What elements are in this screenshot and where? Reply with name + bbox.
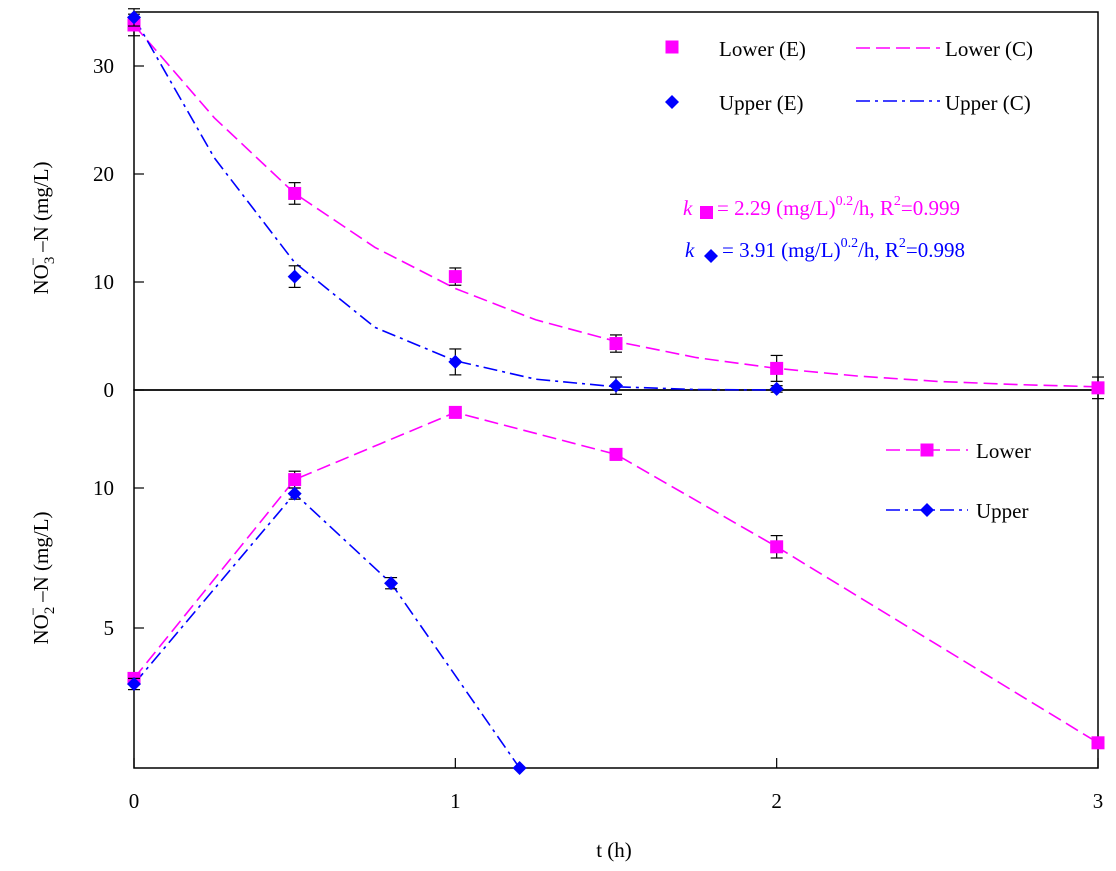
data-point-lower <box>288 473 302 487</box>
k-lower-annotation: k = 2.29 (mg/L)0.2/h, R2=0.999 <box>683 194 960 220</box>
x-axis-title: t (h) <box>596 838 632 862</box>
legend-label: Upper (E) <box>719 91 804 115</box>
legend-label: Lower <box>976 439 1031 463</box>
legends: Lower (E) Upper (E) Lower (C) Upper (C) Lowe… <box>665 37 1033 523</box>
series-line-upper-c <box>133 17 777 391</box>
data-point-lower <box>1091 736 1105 750</box>
bottom-y-tick-label: 5 <box>104 616 115 640</box>
data-point-upper-e <box>609 378 623 393</box>
top-y-axis-title: NO3− –N (mg/L) <box>26 162 58 295</box>
svg-text:= 2.29 (mg/L)0.2/h, R2=0.999: = 2.29 (mg/L)0.2/h, R2=0.999 <box>717 194 960 220</box>
data-point-lower <box>609 447 623 461</box>
x-tick-label: 2 <box>771 789 782 813</box>
k-lower-square-marker <box>700 206 713 219</box>
data-point-lower-e <box>448 270 462 284</box>
top-y-tick-label: 0 <box>104 378 115 402</box>
series-line-upper <box>133 492 521 769</box>
legend-marker-lower <box>920 443 934 457</box>
bottom-plot-frame <box>133 389 1099 769</box>
legend-label: Lower (E) <box>719 37 806 61</box>
data-point-lower-e <box>288 186 302 200</box>
bottom-y-tick-label: 10 <box>93 476 114 500</box>
top-y-tick-label: 20 <box>93 162 114 186</box>
data-point-lower <box>770 540 784 554</box>
data-point-lower <box>448 405 462 419</box>
bottom-y-axis-title: NO2− –N (mg/L) <box>26 512 58 645</box>
legend-marker-upper-e <box>665 95 679 109</box>
bottom-panel: 5 10 0 1 2 3 <box>93 389 1104 813</box>
data-point-upper-e <box>287 269 302 284</box>
data-point-upper <box>384 576 399 591</box>
x-tick-label: 0 <box>129 789 140 813</box>
data-point-upper <box>287 486 302 501</box>
legend-label: Lower (C) <box>945 37 1033 61</box>
series-line-lower <box>133 411 1099 744</box>
top-y-tick-label: 10 <box>93 270 114 294</box>
legend-label: Upper <box>976 499 1028 523</box>
chart-marks <box>127 8 1105 775</box>
data-point-upper-e <box>448 354 463 369</box>
svg-text:k: k <box>683 196 693 220</box>
svg-text:= 3.91 (mg/L)0.2/h, R2=0.998: = 3.91 (mg/L)0.2/h, R2=0.998 <box>722 236 965 262</box>
k-upper-diamond-marker <box>704 249 718 263</box>
data-point-lower-e <box>609 337 623 351</box>
data-point-upper <box>512 761 527 775</box>
top-y-tick-label: 30 <box>93 54 114 78</box>
svg-text:k: k <box>685 238 695 262</box>
legend-label: Upper (C) <box>945 91 1031 115</box>
x-tick-label: 3 <box>1093 789 1104 813</box>
x-tick-label: 1 <box>450 789 461 813</box>
data-point-lower-e <box>1091 381 1105 395</box>
legend-marker-lower-e <box>665 40 679 54</box>
data-point-upper <box>127 677 141 691</box>
legend-marker-upper <box>920 503 934 517</box>
k-upper-annotation: k = 3.91 (mg/L)0.2/h, R2=0.998 <box>685 236 965 263</box>
data-point-upper-e <box>127 10 141 25</box>
data-point-lower-e <box>770 361 784 375</box>
data-point-upper-e <box>769 381 784 396</box>
